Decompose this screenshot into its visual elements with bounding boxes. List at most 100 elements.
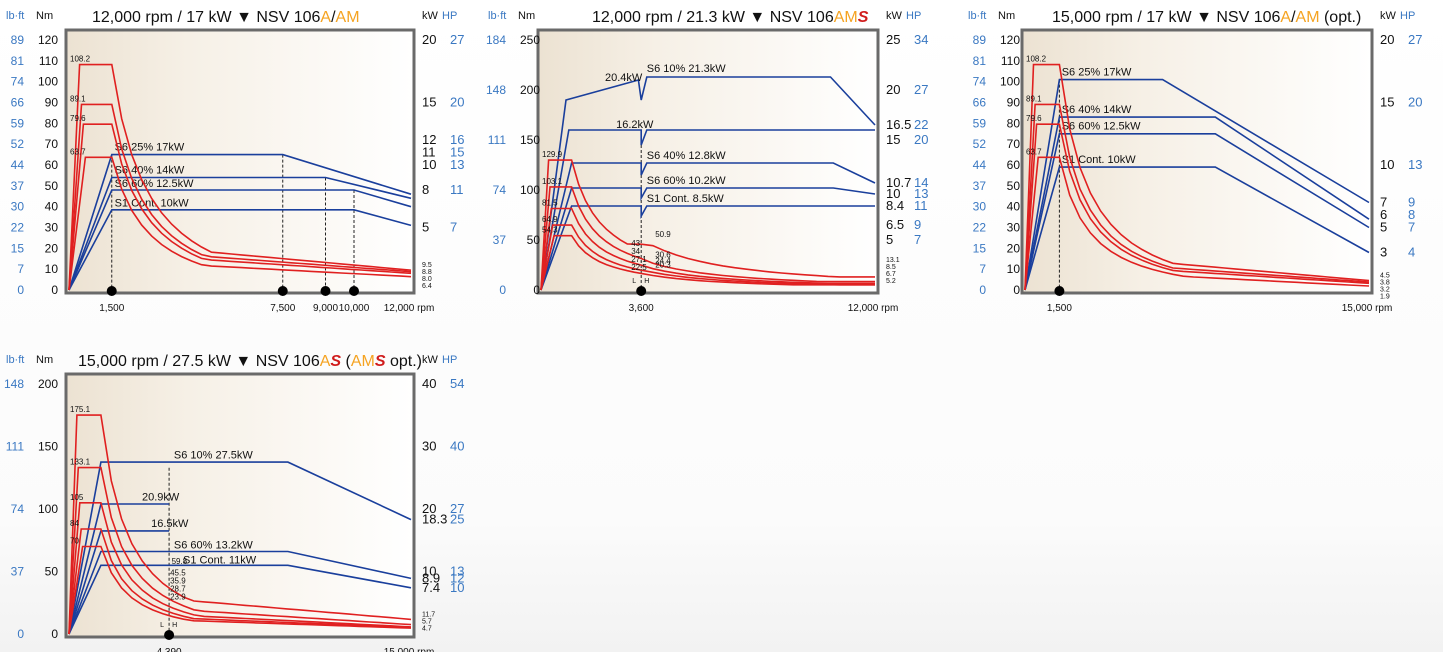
- title-part: (: [341, 353, 351, 370]
- x-tick-label: 3,600: [629, 303, 654, 314]
- hp-tick: 20: [914, 132, 928, 147]
- kw-tick: 20: [422, 32, 436, 47]
- speed-marker-dot: [106, 286, 117, 296]
- end-torque-value: 3.2: [1380, 287, 1390, 294]
- hp-tick: 10: [450, 580, 464, 595]
- title-part: S: [858, 9, 869, 26]
- lbft-tick: 30: [11, 200, 25, 214]
- title-part: 15,000 rpm / 17 kW ▼ NSV 106: [1052, 9, 1280, 26]
- power-curve: [68, 176, 412, 291]
- power-curve: [1024, 166, 1370, 291]
- title-part: S: [375, 353, 386, 370]
- title-part: A: [320, 353, 331, 370]
- end-torque-value: 9.5: [422, 262, 432, 269]
- end-torque-value: 11.7: [422, 612, 435, 619]
- kw-unit: kW: [1380, 10, 1397, 22]
- torque-peak-label: 70: [70, 537, 79, 546]
- nm-tick: 0: [533, 283, 540, 297]
- nm-tick: 0: [1013, 283, 1020, 297]
- title-part: opt.): [386, 353, 422, 370]
- kw-tick: 20: [1380, 32, 1394, 47]
- lbft-tick: 52: [11, 137, 25, 151]
- kw-tick: 10.7: [886, 175, 911, 190]
- power-curve-label: S6 60% 13.2kW: [174, 539, 253, 551]
- nm-unit: Nm: [998, 10, 1015, 22]
- nm-tick: 110: [39, 54, 58, 68]
- hp-tick: 13: [1408, 157, 1422, 172]
- lbft-tick: 89: [11, 33, 25, 47]
- chart-title: 15,000 rpm / 17 kW ▼ NSV 106A/AM (opt.): [1052, 9, 1361, 26]
- lbft-unit: lb·ft: [6, 354, 24, 366]
- lbft-tick: 22: [973, 221, 987, 235]
- lbft-tick: 74: [493, 183, 507, 197]
- title-part: 12,000 rpm / 21.3 kW ▼ NSV 106: [592, 9, 834, 26]
- nm-tick: 40: [45, 200, 59, 214]
- low-winding-label: L: [160, 622, 164, 629]
- hp-tick: 4: [1408, 245, 1415, 260]
- end-torque-value: 4.5: [1380, 273, 1390, 280]
- lbft-tick: 52: [973, 137, 987, 151]
- power-curve-label: S6 40% 14kW: [115, 164, 185, 176]
- nm-tick: 100: [38, 75, 58, 89]
- kw-tick: 15: [886, 132, 900, 147]
- title-part: AM: [834, 9, 858, 26]
- power-curve: [540, 162, 876, 291]
- hp-tick: 27: [914, 82, 928, 97]
- mid-torque-value: 34: [631, 247, 640, 256]
- nm-tick: 200: [38, 377, 58, 391]
- title-part: 12,000 rpm / 17 kW ▼ NSV 106: [92, 9, 320, 26]
- lbft-tick: 74: [11, 502, 25, 516]
- torque-curve: [68, 63, 412, 291]
- mid-torque-value: 43: [631, 239, 640, 248]
- lbft-unit: lb·ft: [968, 10, 986, 22]
- lbft-unit: lb·ft: [6, 10, 24, 22]
- lbft-tick: 37: [11, 179, 25, 193]
- power-curve-label: S1 Cont. 10kW: [115, 198, 190, 210]
- lbft-unit: lb·ft: [488, 10, 506, 22]
- nm-tick: 50: [527, 233, 541, 247]
- speed-marker-dot: [164, 630, 175, 640]
- speed-marker-dot: [349, 286, 359, 296]
- hp-tick: 11: [914, 198, 928, 213]
- torque-peak-label: 63.7: [70, 147, 86, 156]
- torque-curve: [540, 207, 875, 291]
- torque-peak-label: 108.2: [1026, 55, 1047, 64]
- lbft-tick: 7: [979, 262, 986, 276]
- kw-tick: 7: [1380, 195, 1387, 210]
- high-winding-label: H: [644, 278, 649, 285]
- lbft-tick: 111: [488, 133, 507, 147]
- end-torque-value: 13.1: [886, 257, 900, 264]
- kw-tick: 20: [886, 82, 900, 97]
- hp-tick: 25: [450, 512, 464, 527]
- title-part: /: [1291, 9, 1296, 26]
- lbft-tick: 37: [973, 179, 987, 193]
- title-part: (opt.): [1320, 9, 1362, 26]
- kw-tick: 18.3: [422, 512, 447, 527]
- power-curve: [68, 189, 412, 291]
- curve-extra-label: 16.2kW: [616, 119, 654, 131]
- kw-unit: kW: [422, 354, 439, 366]
- nm-tick: 250: [520, 33, 540, 47]
- kw-tick: 15: [422, 95, 436, 110]
- speed-marker-dot: [1054, 286, 1065, 296]
- kw-tick: 10: [886, 186, 900, 201]
- nm-tick: 10: [1007, 262, 1021, 276]
- hp-tick: 8: [1408, 207, 1415, 222]
- torque-break-label: 50.9: [655, 230, 671, 239]
- curve-extra-label: 59.8: [172, 557, 188, 566]
- lbft-tick: 184: [486, 33, 506, 47]
- power-curve-label: S6 10% 27.5kW: [174, 449, 253, 461]
- nm-tick: 110: [1001, 54, 1020, 68]
- hp-tick: 13: [450, 564, 464, 579]
- high-winding-label: H: [172, 622, 177, 629]
- nm-tick: 80: [45, 116, 59, 130]
- lbft-tick: 74: [973, 75, 987, 89]
- nm-tick: 20: [1007, 241, 1021, 255]
- power-curve-label: S6 60% 12.5kW: [1062, 121, 1141, 133]
- mid-torque-value: 27.1: [631, 255, 647, 264]
- speed-marker-dot: [277, 286, 288, 296]
- lbft-tick: 22: [11, 221, 25, 235]
- hp-tick: 15: [450, 145, 464, 160]
- nm-unit: Nm: [36, 10, 53, 22]
- hp-tick: 40: [450, 439, 464, 454]
